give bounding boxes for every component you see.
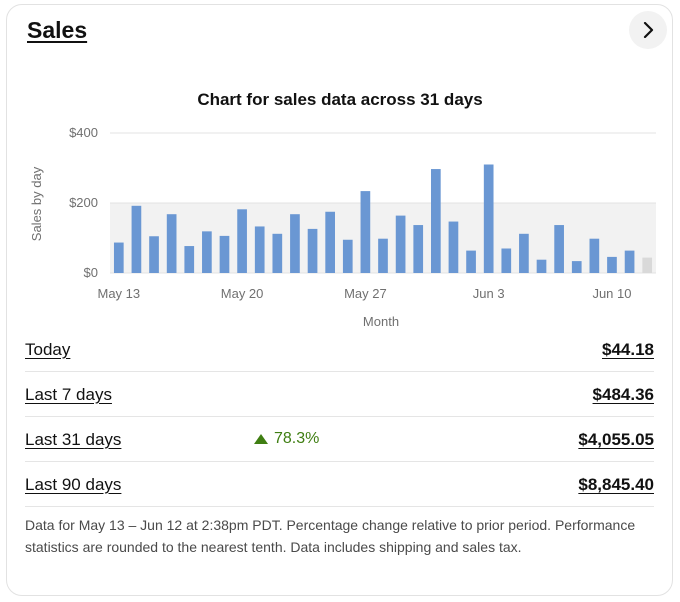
x-tick-label: May 13 [97,286,140,301]
sales-card: Sales [6,4,673,596]
y-tick-label: $0 [84,265,98,280]
x-tick-label: May 27 [344,286,387,301]
bar[interactable] [360,191,371,273]
last-90-days-link[interactable]: Last 90 days [25,475,122,494]
y-tick-label: $400 [69,125,98,140]
bar[interactable] [554,225,564,273]
x-tick-label: May 20 [221,286,264,301]
card-title[interactable]: Sales [27,17,88,43]
y-axis-label: Sales by day [29,166,44,241]
bar[interactable] [607,256,617,273]
bar[interactable] [149,236,159,273]
bar[interactable] [536,259,547,273]
summary-row-last-31-days: Last 31 days 78.3% $4,055.05 [25,417,654,462]
footnote: Data for May 13 – Jun 12 at 2:38pm PDT. … [25,517,636,555]
bar[interactable] [113,242,124,273]
bar[interactable] [466,250,476,273]
bar[interactable] [202,231,212,273]
bar[interactable] [342,239,353,273]
y-tick-label: $200 [69,195,98,210]
percent-change-value: 78.3% [274,430,320,447]
last-31-days-value[interactable]: $4,055.05 [578,430,654,449]
bar[interactable] [483,164,494,274]
bar[interactable] [272,233,283,273]
bar[interactable] [325,211,336,273]
x-axis-label: Month [363,314,399,329]
bar[interactable] [166,214,177,273]
bar[interactable] [307,228,318,273]
today-value[interactable]: $44.18 [602,340,654,359]
summary-row-last-90-days: Last 90 days $8,845.40 [25,462,654,507]
bar[interactable] [184,246,195,273]
today-link[interactable]: Today [25,340,71,359]
bar[interactable] [589,238,600,273]
chart-title: Chart for sales data across 31 days [197,90,482,109]
bar[interactable] [624,250,635,273]
last-31-days-link[interactable]: Last 31 days [25,430,122,449]
bar[interactable] [254,226,265,273]
chart-svg: Chart for sales data across 31 days $0 $2… [29,90,656,329]
bar[interactable] [395,215,406,273]
x-tick-label: Jun 10 [592,286,631,301]
bar[interactable] [378,238,388,273]
bar[interactable] [448,221,459,273]
bar[interactable] [519,233,529,273]
last-7-days-value[interactable]: $484.36 [592,385,654,404]
x-tick-label: Jun 3 [473,286,505,301]
bar[interactable] [571,261,582,273]
bar[interactable] [290,214,300,273]
summary-row-last-7-days: Last 7 days $484.36 [25,372,654,417]
sales-chart: Chart for sales data across 31 days $0 $2… [29,90,656,329]
summary-row-today: Today $44.18 [25,327,654,372]
bar[interactable] [219,235,230,273]
bar[interactable] [642,257,653,273]
bar[interactable] [413,225,424,273]
bar[interactable] [237,209,247,273]
up-arrow-icon [254,434,268,444]
percent-change: 78.3% [254,430,319,448]
chevron-right-button[interactable] [629,11,667,49]
bar[interactable] [430,169,441,273]
bar[interactable] [501,248,512,274]
last-90-days-value[interactable]: $8,845.40 [578,475,654,494]
bar[interactable] [131,205,142,273]
chevron-right-icon [643,22,654,38]
last-7-days-link[interactable]: Last 7 days [25,385,112,404]
